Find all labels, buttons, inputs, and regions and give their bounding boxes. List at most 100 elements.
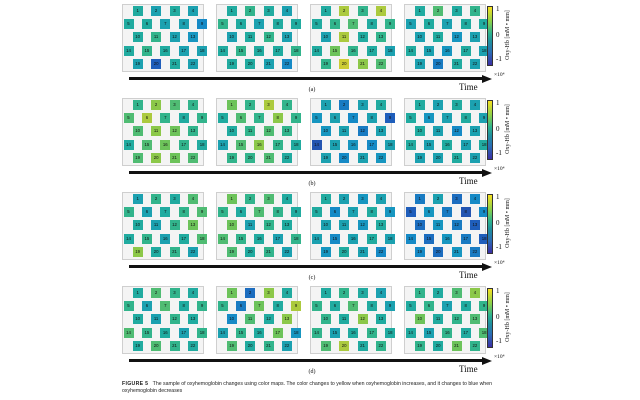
channel-number: 2 [248,196,252,201]
channel-number: 21 [172,154,177,160]
channel-cell: 10 [414,220,425,231]
channel-number: 4 [473,196,477,201]
channel-cell: 1 [320,288,331,298]
channel-number: 22 [472,342,478,348]
panel-label: (d) [308,369,316,375]
channel-number: 3 [361,196,364,201]
channel-number: 20 [341,154,347,160]
channel-number: 16 [444,329,450,335]
channel-cell: 16 [348,45,359,56]
channel-number: 8 [464,209,467,215]
channel-cell: 9 [479,207,490,218]
channel-cell: 13 [187,126,198,137]
colorbar-tick-label: 1 [496,193,500,201]
channel-cell: 11 [433,220,444,231]
channel-number: 18 [199,329,205,335]
channel-number: 11 [341,316,347,322]
channel-number: 6 [145,209,149,215]
channel-cell: 13 [469,32,480,43]
channel-cell: 13 [281,126,292,137]
time-arrow-head-icon [482,74,492,83]
channel-number: 7 [258,209,261,215]
channel-cell: 2 [339,194,350,204]
channel-cell: 5 [123,113,134,124]
channel-number: 4 [473,290,477,295]
channel-cell: 16 [442,45,453,56]
channel-map: 1 2 3 4 5 6 7 8 9 10 11 12 13 14 15 16 17 18 19 20 21 22 [310,4,396,72]
channel-map: 1 2 3 4 5 6 7 8 9 10 11 12 13 14 15 16 17 18 19 20 21 22 [310,192,396,260]
channel-cell: 15 [235,233,246,244]
channel-number: 21 [172,248,177,254]
channel-number: 5 [409,115,412,121]
channel-cell: 17 [366,139,377,150]
colorbar-tick-label: 1 [496,287,500,295]
channel-number: 17 [275,329,281,335]
channel-number: 7 [258,115,261,121]
channel-cell: 19 [226,58,237,69]
channel-number: 16 [444,141,450,147]
channel-cell: 1 [132,6,143,16]
channel-number: 22 [190,60,196,66]
channel-cell: 19 [414,58,425,69]
channel-number: 15 [426,47,432,53]
channel-number: 13 [284,128,290,134]
channel-number: 21 [454,248,459,254]
channel-number: 11 [153,128,159,134]
channel-cell: 7 [442,207,453,218]
channel-cell: 15 [423,139,434,150]
channel-number: 13 [472,316,478,322]
channel-cell: 6 [141,301,152,312]
channel-number: 20 [435,342,441,348]
channel-number: 15 [332,235,338,241]
channel-number: 21 [266,248,271,254]
channel-number: 11 [435,316,441,322]
channel-cell: 13 [375,126,386,137]
channel-cell: 21 [169,246,180,257]
channel-number: 21 [454,342,459,348]
channel-number: 3 [361,290,364,295]
channel-number: 6 [427,21,431,27]
channel-number: 6 [333,21,337,27]
channel-cell: 17 [460,327,471,338]
channel-number: 15 [144,47,150,53]
channel-cell: 14 [405,233,416,244]
channel-number: 6 [427,115,431,121]
channel-cell: 11 [245,314,256,325]
channel-number: 13 [284,34,290,40]
channel-number: 22 [284,154,290,160]
channel-number: 4 [379,8,383,13]
channel-cell: 9 [385,113,396,124]
channel-number: 3 [455,8,458,13]
channel-number: 22 [378,60,384,66]
channel-number: 1 [324,102,327,107]
channel-cell: 6 [235,301,246,312]
channel-number: 19 [417,154,423,160]
channel-number: 12 [360,128,365,134]
channel-number: 21 [172,60,177,66]
channel-number: 15 [238,329,244,335]
channel-cell: 1 [414,194,425,204]
channel-number: 9 [294,303,298,309]
channel-number: 1 [418,8,421,13]
channel-number: 7 [164,209,167,215]
channel-number: 17 [463,47,469,53]
channel-number: 4 [191,196,195,201]
channel-cell: 12 [263,32,274,43]
channel-cell: 12 [169,126,180,137]
channel-cell: 8 [460,301,471,312]
channel-cell: 6 [423,207,434,218]
channel-cell: 16 [160,233,171,244]
channel-cell: 21 [169,152,180,163]
channel-number: 17 [275,141,281,147]
channel-map: 1 2 3 4 5 6 7 8 9 10 11 12 13 14 15 16 17 18 19 20 21 22 [310,286,396,354]
channel-cell: 4 [375,100,386,110]
channel-cell: 18 [479,139,490,150]
channel-number: 20 [247,154,253,160]
channel-number: 19 [323,154,329,160]
channel-number: 22 [472,60,478,66]
channel-cell: 3 [451,288,462,298]
channel-number: 8 [464,21,467,27]
channel-number: 20 [153,60,159,66]
channel-number: 7 [164,21,167,27]
channel-number: 2 [436,8,440,13]
